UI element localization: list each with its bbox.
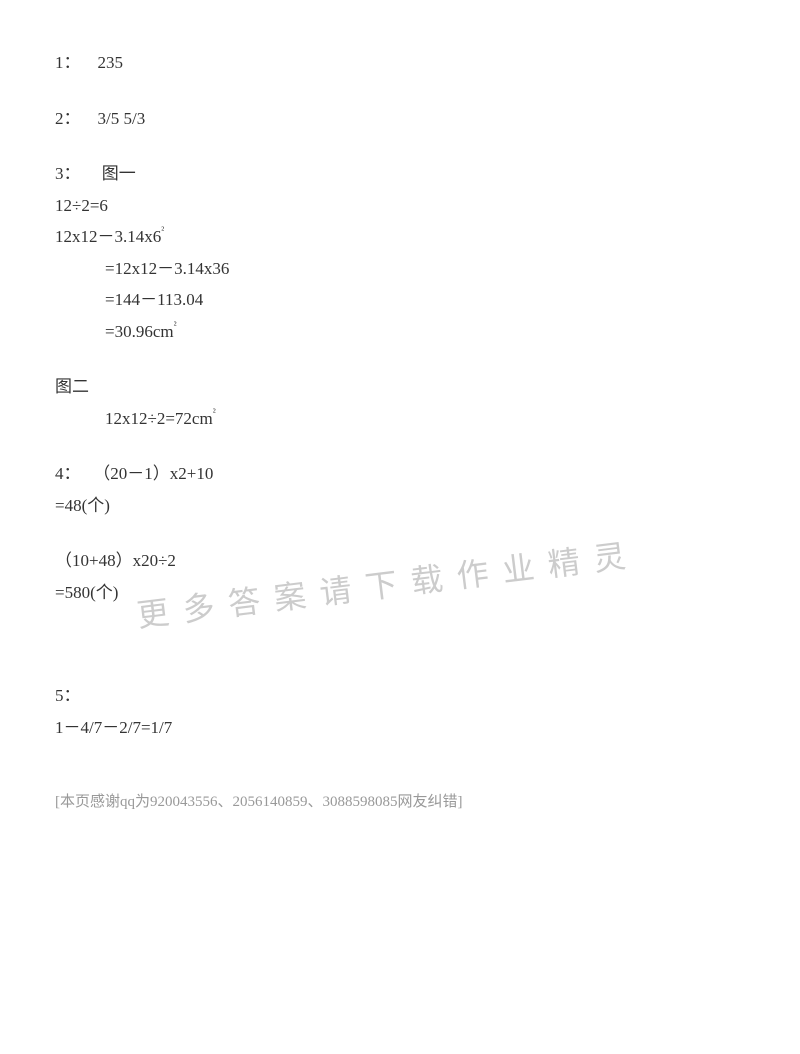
q3-step1: 12÷2=6 bbox=[55, 193, 750, 219]
q2-answer: 3/5 5/3 bbox=[98, 109, 146, 128]
q3-fig2-label: 图二 bbox=[55, 374, 750, 400]
q4-res2: =580(个) bbox=[55, 580, 750, 606]
footer-note: [本页感谢qq为920043556、2056140859、3088598085网… bbox=[55, 790, 750, 811]
q3-step2-exp: ² bbox=[161, 225, 164, 236]
q3-fig2-lhs: 12x12÷2=72cm bbox=[105, 409, 213, 428]
q3-label: 3： bbox=[55, 164, 81, 183]
q3-step4: =144－113.04 bbox=[55, 287, 750, 313]
q4-res1: =48(个) bbox=[55, 493, 750, 519]
q3-step3: =12x12－3.14x36 bbox=[55, 256, 750, 282]
q1-line: 1： 235 bbox=[55, 50, 750, 76]
q3-step5: =30.96cm² bbox=[55, 319, 750, 345]
q5-label: 5： bbox=[55, 683, 750, 709]
q4-expr1: （20－1）x2+10 bbox=[93, 464, 213, 483]
q5-expr: 1－4/7－2/7=1/7 bbox=[55, 715, 750, 741]
q3-fig2-exp: ² bbox=[213, 407, 216, 418]
q2-label: 2： bbox=[55, 109, 81, 128]
q3-step5-lhs: =30.96cm bbox=[105, 322, 174, 341]
q3-step2: 12x12－3.14x6² bbox=[55, 224, 750, 250]
q3-step2-lhs: 12x12－3.14x6 bbox=[55, 227, 161, 246]
q3-fig1-label: 图一 bbox=[102, 164, 136, 183]
q4-line1: 4： （20－1）x2+10 bbox=[55, 461, 750, 487]
q2-line: 2： 3/5 5/3 bbox=[55, 106, 750, 132]
q4-expr2: （10+48）x20÷2 bbox=[55, 548, 750, 574]
q1-label: 1： bbox=[55, 53, 81, 72]
q3-fig2-calc: 12x12÷2=72cm² bbox=[55, 406, 750, 432]
q4-label: 4： bbox=[55, 464, 81, 483]
q1-answer: 235 bbox=[98, 53, 124, 72]
q3-step5-exp: ² bbox=[174, 320, 177, 331]
q3-header: 3： 图一 bbox=[55, 161, 750, 187]
